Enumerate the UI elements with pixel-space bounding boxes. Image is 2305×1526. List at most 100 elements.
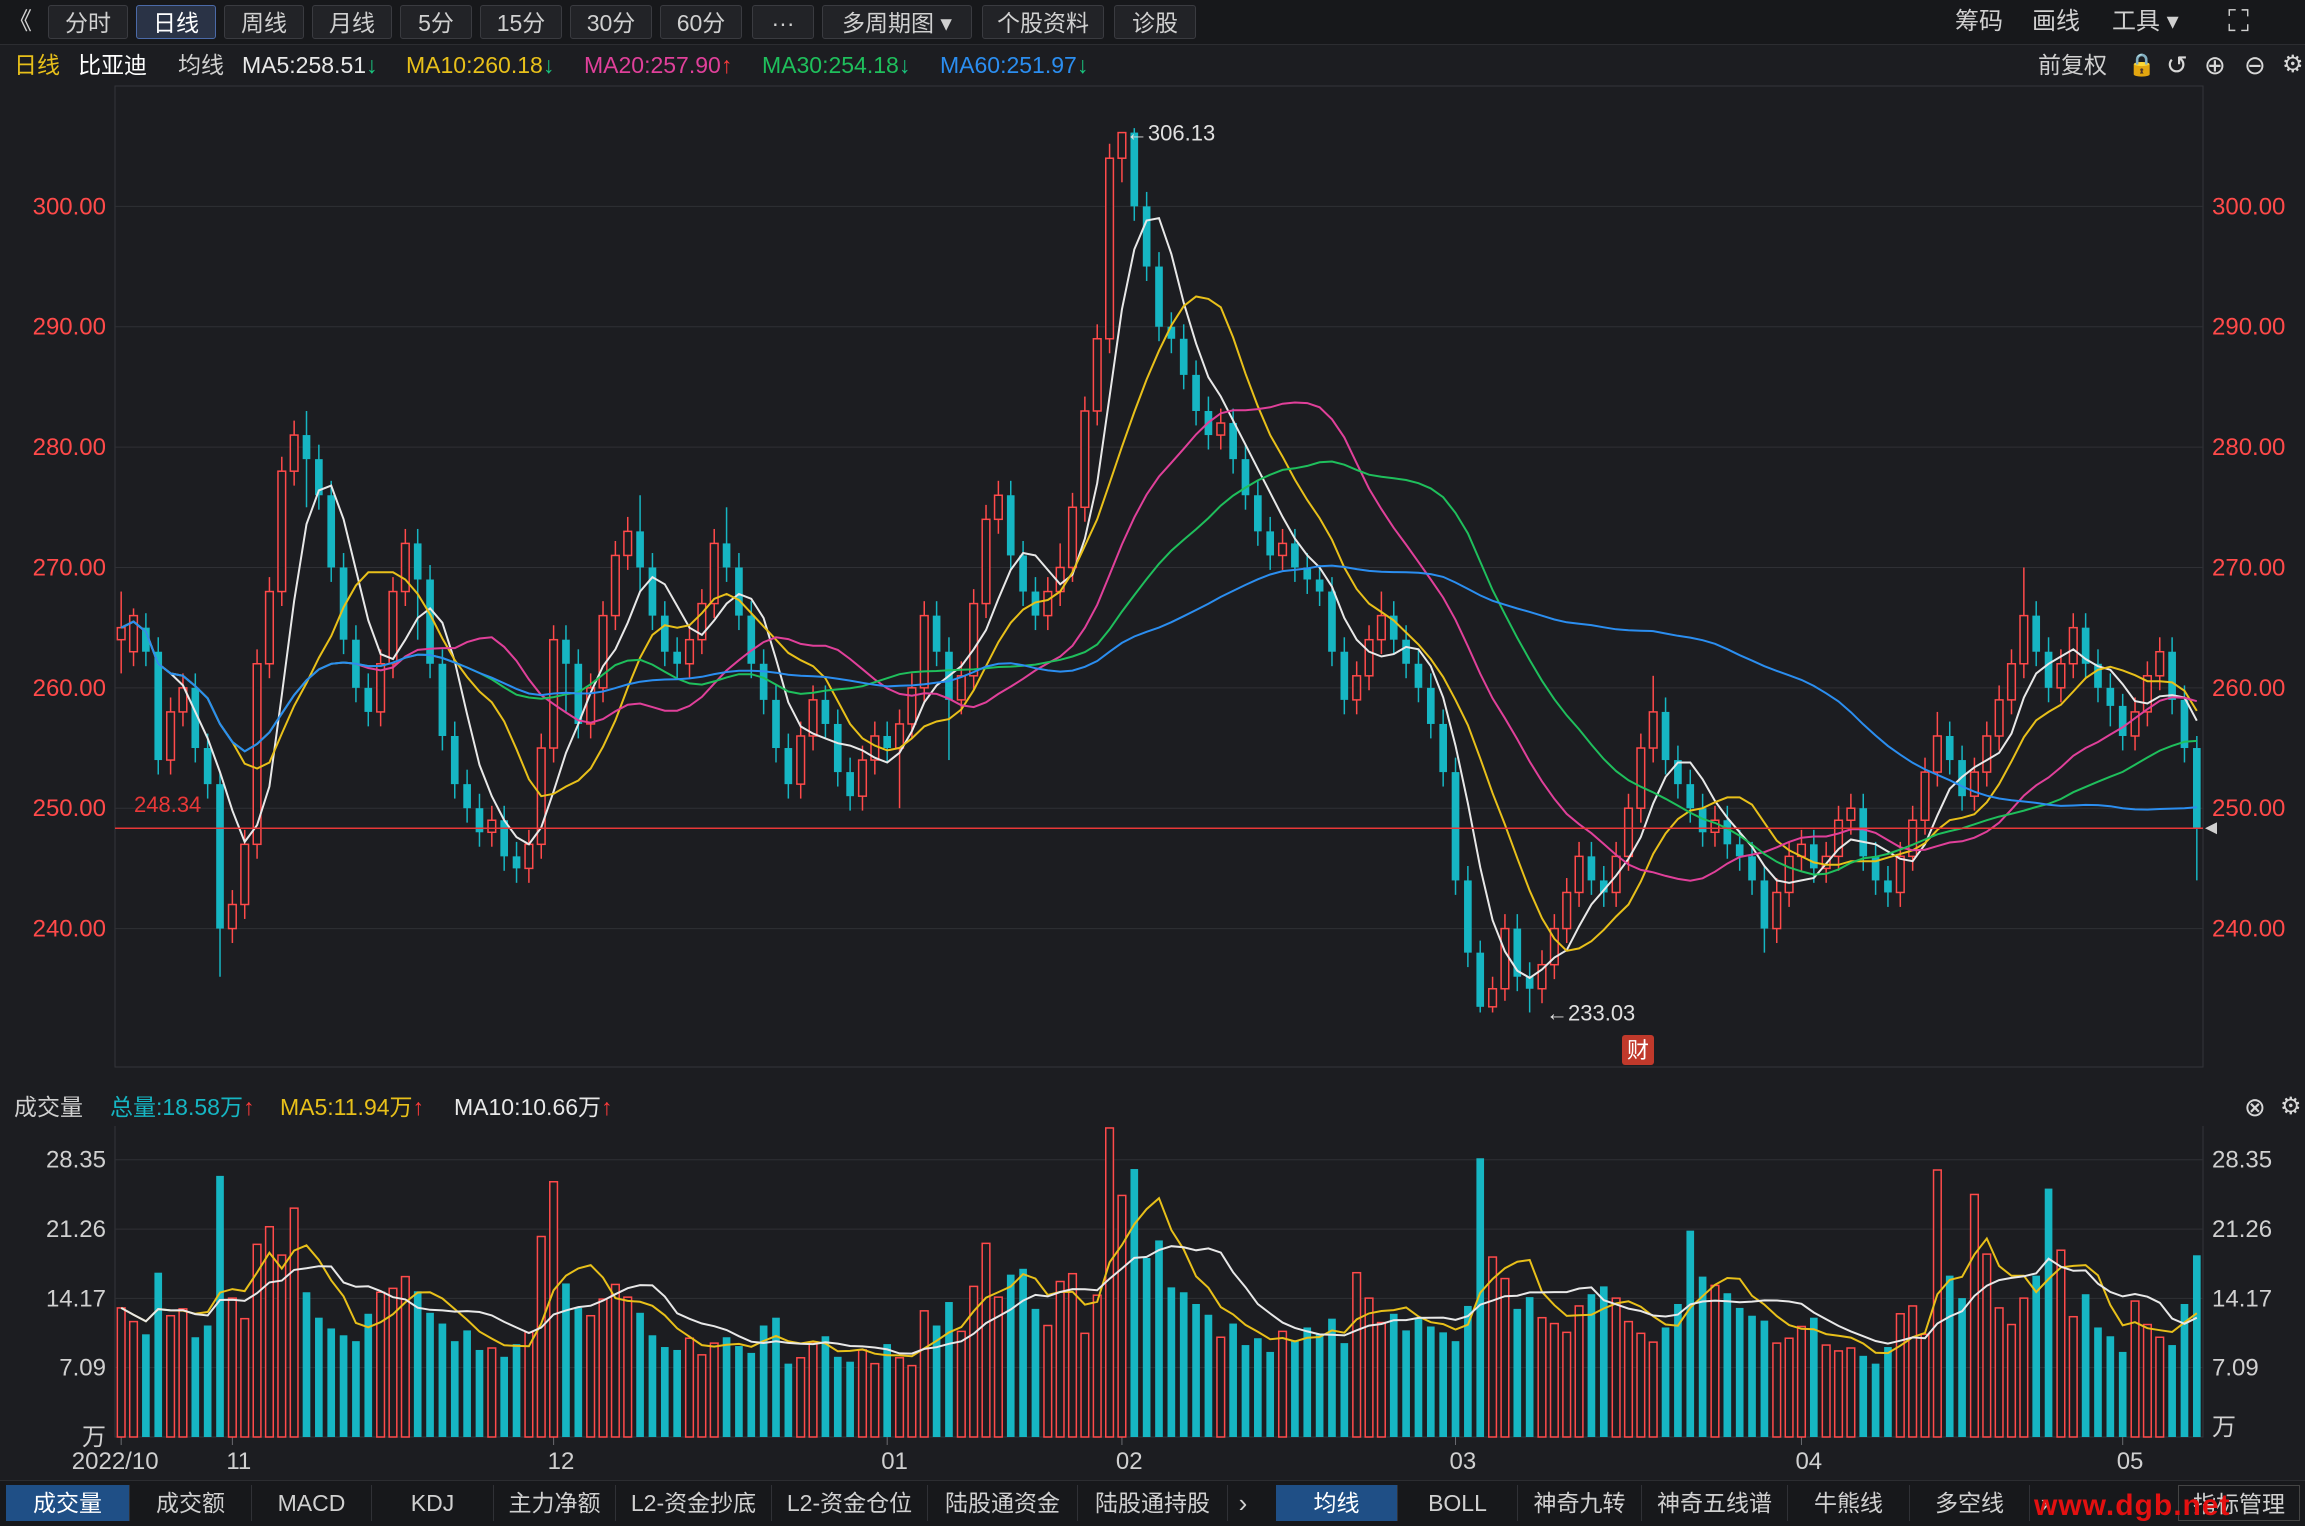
tab-hk-connect-holding[interactable]: 陆股通持股 <box>1078 1485 1228 1521</box>
ma60-label: MA60:251.97 <box>940 52 1077 78</box>
candle-body <box>1562 891 1572 930</box>
candle-body <box>2019 614 2029 665</box>
tab-turnover[interactable]: 成交额 <box>130 1485 252 1521</box>
volume-bar <box>352 1341 360 1437</box>
volume-tick-label-left: 21.26 <box>46 1216 106 1243</box>
tab-ma[interactable]: 均线 <box>1276 1485 1398 1521</box>
candle-body <box>1476 952 1485 1007</box>
candle-body <box>1142 206 1151 267</box>
lock-icon[interactable]: 🔒 <box>2128 52 2156 77</box>
volume-bar <box>894 1357 905 1438</box>
chips-button[interactable]: 筹码 <box>1955 8 2003 35</box>
tab-monthly[interactable]: 月线 <box>312 5 392 39</box>
ma20-arrow: ↑ <box>720 52 733 78</box>
back-icon[interactable]: 《 <box>8 8 32 35</box>
tab-intraday[interactable]: 分时 <box>48 5 128 39</box>
multi-period-dropdown[interactable]: 多周期图 ▾ <box>822 5 972 39</box>
candle-body <box>227 903 237 930</box>
volume-unit-left: 万 <box>82 1424 106 1451</box>
candle-body <box>1130 132 1139 207</box>
candle-body <box>426 579 434 664</box>
candle-body <box>735 567 743 616</box>
tab-60min[interactable]: 60分 <box>660 5 742 39</box>
scroll-right-icon[interactable]: › <box>1238 1488 1248 1518</box>
volume-bar <box>1748 1315 1756 1437</box>
ma5-label: MA5:258.51 <box>242 52 367 78</box>
diagnose-button[interactable]: 诊股 <box>1114 5 1196 39</box>
zoom-in-icon[interactable]: ⊕ <box>2204 50 2226 80</box>
volume-settings-icon[interactable]: ⚙ <box>2280 1093 2302 1120</box>
candle-body <box>216 784 224 929</box>
volume-bar <box>1686 1230 1695 1437</box>
volume-bar <box>2118 1351 2127 1437</box>
candle-body <box>191 687 200 749</box>
draw-line-button[interactable]: 画线 <box>2032 8 2080 35</box>
candle-body <box>2094 663 2102 688</box>
tab-30min[interactable]: 30分 <box>570 5 652 39</box>
tab-5min[interactable]: 5分 <box>400 5 472 39</box>
tools-dropdown[interactable]: 工具 ▾ <box>2112 8 2179 35</box>
volume-bar <box>2130 1300 2140 1438</box>
tab-l2-position[interactable]: L2-资金仓位 <box>772 1485 928 1521</box>
tab-l2-bottom[interactable]: L2-资金抄底 <box>616 1485 772 1521</box>
adjust-mode[interactable]: 前复权 <box>2038 52 2107 78</box>
volume-bar <box>1884 1347 1892 1437</box>
price-tick-label-right: 300.00 <box>2212 193 2285 220</box>
volume-bar <box>623 1296 633 1438</box>
kline-chart[interactable]: 300.00 300.00 290.00 290.00 280.00 280.00 270.… <box>0 0 2305 1480</box>
volume-bar <box>1142 1258 1151 1437</box>
tab-macd[interactable]: MACD <box>252 1485 372 1521</box>
candle-body <box>339 567 348 640</box>
candle-body <box>1179 338 1188 375</box>
candle-body <box>1067 506 1078 569</box>
undo-icon[interactable]: ↺ <box>2166 50 2188 80</box>
volume-bar <box>1266 1351 1275 1437</box>
fullscreen-icon[interactable]: ⛶ <box>2228 5 2249 38</box>
volume-bar <box>1451 1341 1460 1437</box>
tab-long-short[interactable]: 多空线 <box>1910 1485 2030 1521</box>
candle-body <box>142 627 150 652</box>
ma60-line <box>120 564 2197 811</box>
volume-bar <box>574 1307 583 1437</box>
settings-icon[interactable]: ⚙ <box>2282 51 2304 78</box>
tab-hk-connect-flow[interactable]: 陆股通资金 <box>928 1485 1078 1521</box>
tab-magic-five[interactable]: 神奇五线谱 <box>1642 1485 1788 1521</box>
volume-bar <box>1982 1253 1992 1438</box>
indicator-name[interactable]: 均线 <box>178 52 224 78</box>
volume-bar <box>142 1334 150 1437</box>
tab-boll[interactable]: BOLL <box>1398 1485 1518 1521</box>
volume-bar <box>1636 1332 1646 1438</box>
tab-15min[interactable]: 15分 <box>480 5 562 39</box>
zoom-out-icon[interactable]: ⊖ <box>2244 50 2266 80</box>
tab-main-net[interactable]: 主力净额 <box>494 1485 616 1521</box>
volume-bar <box>870 1362 880 1438</box>
volume-bar <box>1254 1338 1262 1437</box>
candle-body <box>413 543 422 580</box>
scroll-right-icon-2[interactable]: › <box>2040 1488 2050 1518</box>
candle-body <box>1031 591 1040 616</box>
volume-bar <box>1674 1303 1682 1437</box>
candle-body <box>289 434 299 472</box>
price-tick-label-right: 250.00 <box>2212 795 2285 822</box>
candle-body <box>277 470 287 593</box>
tab-weekly[interactable]: 周线 <box>224 5 304 39</box>
candle-body <box>1006 495 1015 556</box>
indicator-manage-button[interactable]: 指标管理 <box>2178 1485 2300 1521</box>
price-tick-label-left: 280.00 <box>33 434 106 461</box>
candle-body <box>1549 927 1559 966</box>
tab-bull-bear[interactable]: 牛熊线 <box>1788 1485 1910 1521</box>
tab-daily[interactable]: 日线 <box>136 5 216 39</box>
candle-body <box>1574 855 1584 894</box>
ma30-line <box>120 460 2197 876</box>
tab-magic-nine[interactable]: 神奇九转 <box>1518 1485 1642 1521</box>
more-periods-button[interactable]: ··· <box>752 5 814 39</box>
close-icon[interactable]: ⊗ <box>2244 1092 2266 1122</box>
candle-body <box>364 687 373 712</box>
candle-body <box>1092 338 1102 412</box>
tab-kdj[interactable]: KDJ <box>372 1485 494 1521</box>
candle-body <box>1884 880 1892 893</box>
stock-profile-button[interactable]: 个股资料 <box>982 5 1104 39</box>
tab-volume[interactable]: 成交量 <box>6 1485 130 1521</box>
volume-bar <box>227 1297 237 1438</box>
candle-body <box>2081 627 2090 664</box>
